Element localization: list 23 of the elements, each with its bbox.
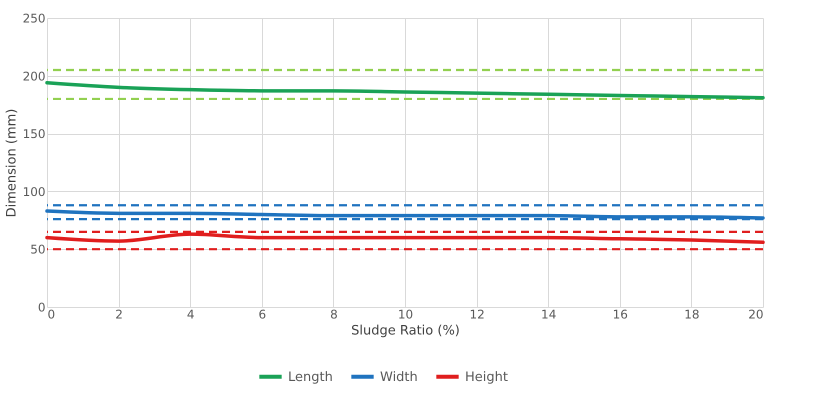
line-series [45, 232, 765, 244]
y-tick-label: 250 [22, 12, 46, 26]
y-tick-label: 50 [30, 242, 46, 257]
legend-label: Width [380, 370, 418, 385]
y-tick-label: 100 [22, 184, 46, 199]
x-tick-label: 20 [748, 308, 764, 322]
x-tick-label: 6 [258, 308, 266, 322]
x-tick-label: 10 [398, 308, 414, 322]
legend-label: Length [288, 370, 333, 385]
y-tick-label: 150 [22, 127, 46, 142]
x-tick-label: 2 [115, 308, 123, 322]
x-tick-label: 12 [469, 308, 485, 322]
x-tick-label: 0 [48, 308, 56, 322]
legend-label: Height [465, 370, 508, 385]
x-tick-label: 14 [541, 308, 556, 322]
x-tick-label: 4 [186, 308, 195, 322]
x-tick-label: 16 [612, 308, 628, 322]
x-tick-label: 18 [684, 308, 700, 322]
x-tick-label: 8 [330, 308, 338, 322]
line-series [45, 80, 765, 100]
x-axis-title: Sludge Ratio (%) [351, 324, 460, 338]
y-axis-title: Dimension (mm) [4, 108, 20, 218]
y-tick-label: 200 [22, 69, 46, 84]
